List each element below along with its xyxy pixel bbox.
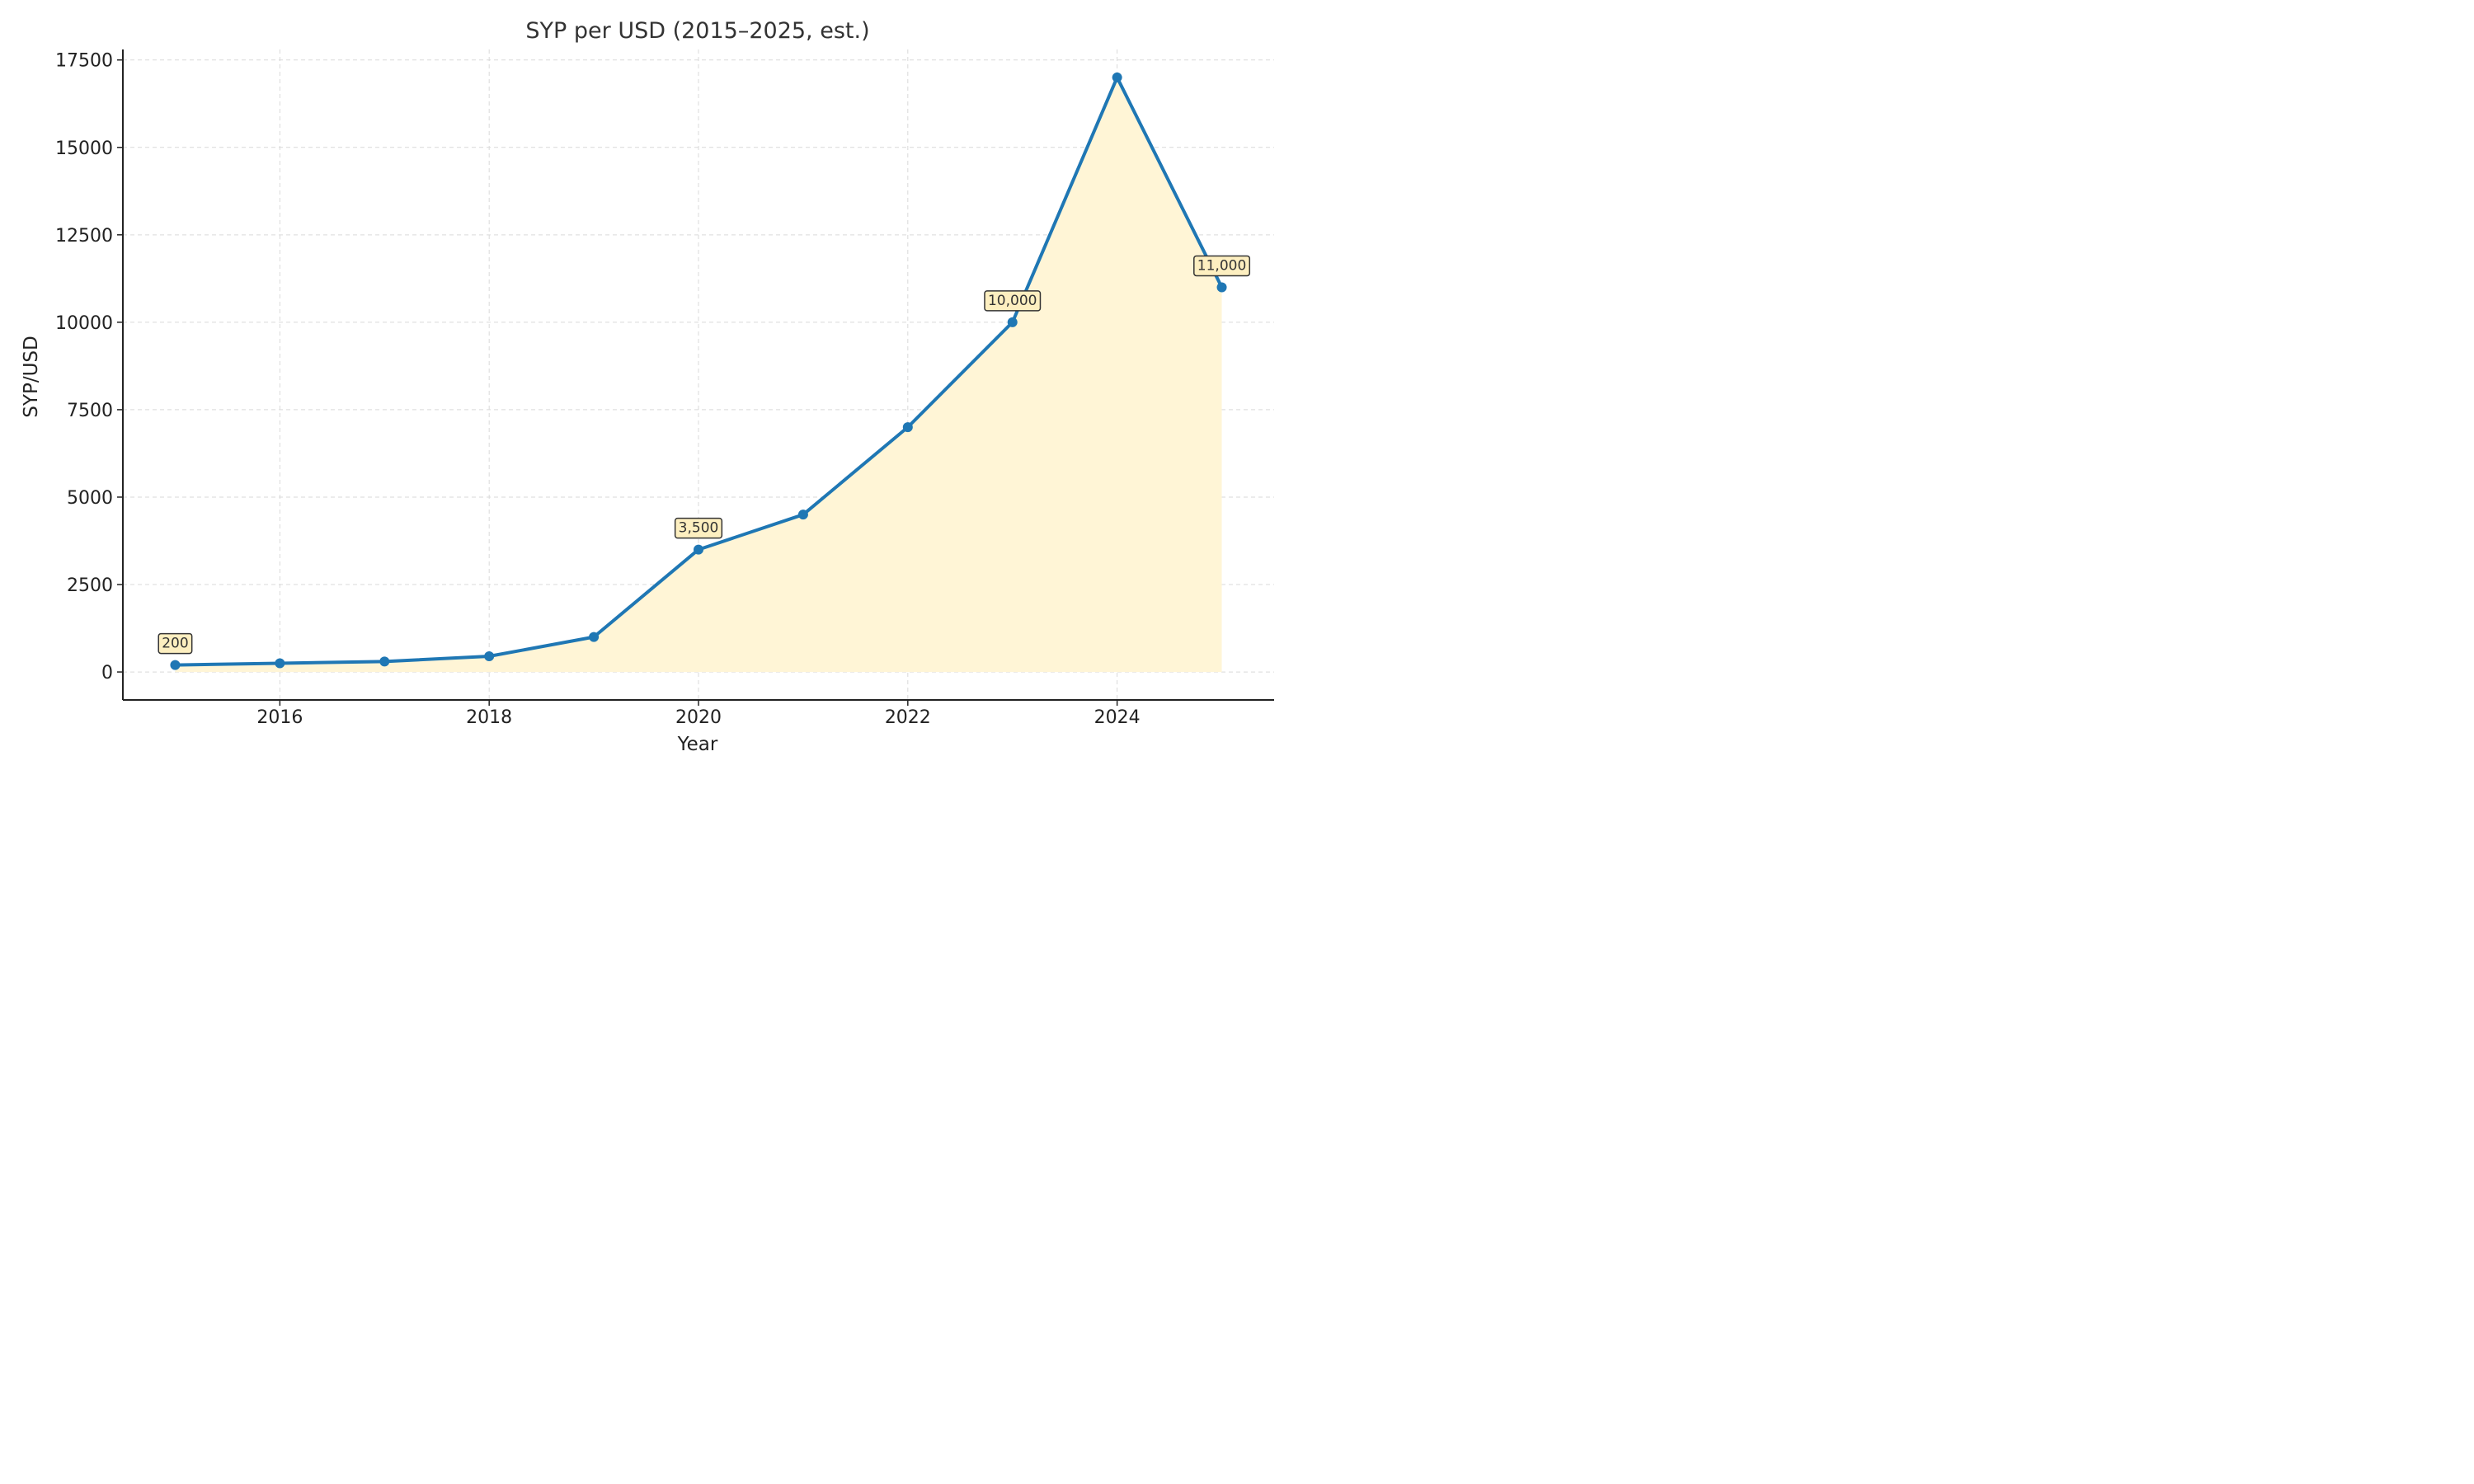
data-label: 11,000	[1193, 255, 1251, 277]
data-label: 10,000	[984, 290, 1042, 312]
x-tick-label: 2020	[675, 707, 722, 728]
data-label: 3,500	[674, 517, 723, 539]
y-tick-label: 12500	[55, 226, 113, 247]
data-points	[170, 72, 1227, 670]
data-point	[1216, 282, 1227, 293]
x-axis-title: Year	[677, 734, 718, 755]
data-point	[694, 544, 703, 555]
y-tick-label: 15000	[55, 139, 113, 159]
data-point	[1007, 317, 1018, 327]
y-tick-label: 0	[101, 663, 113, 683]
data-point	[1112, 72, 1122, 82]
data-label-box	[158, 632, 193, 655]
tick-labels: 2016 2018 2020 2022 2024 0 2500 5000 7500 10000 12…	[55, 51, 1141, 728]
annotations: 200 3,500 10,000 11,000	[158, 255, 1251, 655]
y-tick-label: 2500	[67, 575, 113, 596]
data-label-box	[674, 517, 723, 539]
chart-container: SYP per USD (2015–2025, est.) 200 3,500 10…	[0, 0, 1293, 776]
y-tick-label: 10000	[55, 313, 113, 334]
axes	[117, 49, 1274, 706]
x-tick-label: 2024	[1094, 707, 1141, 728]
data-point	[902, 422, 913, 433]
line-area-chart: SYP per USD (2015–2025, est.) 200 3,500 10…	[21, 18, 1274, 755]
area-fill	[175, 77, 1222, 673]
data-point	[484, 650, 495, 661]
data-point	[275, 658, 285, 669]
data-label-text: 200	[162, 636, 188, 652]
data-label-box	[1193, 255, 1251, 277]
y-tick-label: 5000	[67, 488, 113, 509]
data-label-text: 10,000	[988, 293, 1037, 309]
data-point	[379, 656, 390, 667]
data-label-text: 11,000	[1197, 257, 1246, 274]
chart-title: SYP per USD (2015–2025, est.)	[525, 18, 869, 44]
data-label: 200	[158, 632, 193, 655]
y-tick-label: 17500	[55, 51, 113, 72]
data-point	[170, 660, 181, 670]
y-tick-label: 7500	[67, 401, 113, 421]
y-axis-title: SYP/USD	[21, 336, 42, 417]
area-fill-layer	[175, 77, 1222, 673]
x-tick-label: 2022	[885, 707, 931, 728]
data-label-box	[984, 290, 1042, 312]
x-tick-label: 2018	[466, 707, 512, 728]
data-label-text: 3,500	[679, 520, 719, 537]
x-tick-label: 2016	[256, 707, 303, 728]
data-point	[797, 510, 808, 520]
data-point	[589, 632, 600, 642]
